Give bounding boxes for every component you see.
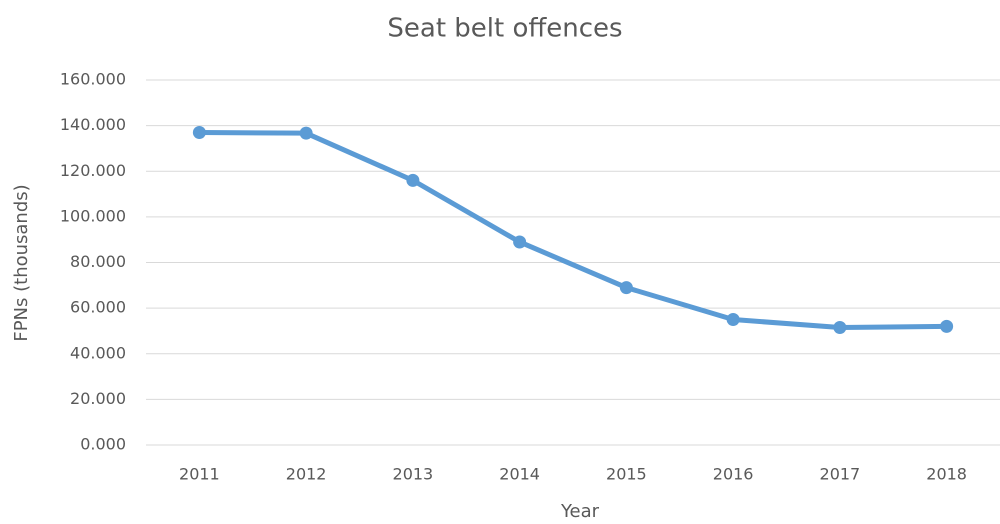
x-tick-label: 2017 — [820, 465, 861, 484]
line — [196, 129, 950, 331]
point — [299, 126, 313, 140]
x-tick-label: 2016 — [713, 465, 754, 484]
point — [513, 235, 527, 249]
x-tick-label: 2012 — [286, 465, 327, 484]
x-tick-label: 2013 — [393, 465, 434, 484]
y-tick-label: 80.000 — [70, 252, 126, 271]
y-tick-label: 20.000 — [70, 389, 126, 408]
x-tick-label: 2014 — [499, 465, 540, 484]
x-tick-label: 2018 — [926, 465, 967, 484]
y-tick-label: 120.000 — [60, 161, 126, 180]
point — [619, 281, 633, 295]
y-tick-label: 160.000 — [60, 70, 126, 89]
x-tick-label: 2015 — [606, 465, 647, 484]
y-tick-label: 0.000 — [80, 435, 126, 454]
point — [406, 173, 420, 187]
chart-title: Seat belt offences — [387, 14, 622, 44]
y-tick-label: 140.000 — [60, 115, 126, 134]
point — [940, 319, 954, 333]
x-tick-label: 2011 — [179, 465, 220, 484]
point — [726, 313, 740, 327]
y-axis-title: FPNs (thousands) — [11, 184, 32, 341]
y-tick-label: 40.000 — [70, 343, 126, 362]
x-axis-title: Year — [560, 501, 600, 522]
y-tick-label: 100.000 — [60, 206, 126, 225]
y-tick-label: 60.000 — [70, 298, 126, 317]
point — [833, 321, 847, 335]
point — [192, 125, 206, 139]
